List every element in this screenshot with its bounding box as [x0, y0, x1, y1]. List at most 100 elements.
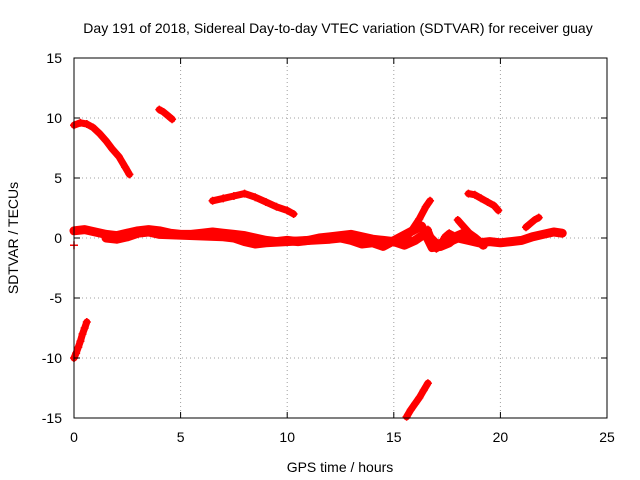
- data-point: [272, 202, 281, 211]
- data-point: [417, 222, 426, 230]
- data-point: [419, 386, 428, 395]
- data-point: [125, 170, 134, 179]
- y-axis-label: SDTVAR / TECUs: [5, 182, 21, 294]
- data-point: [82, 318, 91, 326]
- y-tick-label: -5: [50, 290, 63, 306]
- data-point: [436, 240, 445, 248]
- data-point: [539, 230, 548, 239]
- data-point: [112, 235, 121, 244]
- data-point: [494, 206, 503, 215]
- data-point: [426, 196, 435, 205]
- data-point: [219, 232, 228, 241]
- data-point: [357, 240, 366, 248]
- y-tick-label: -15: [42, 410, 62, 426]
- y-tick-label: 15: [46, 50, 62, 66]
- data-point: [402, 412, 411, 421]
- data-point: [283, 206, 292, 215]
- data-point: [74, 343, 83, 352]
- data-point: [470, 190, 479, 199]
- data-point: [549, 228, 558, 236]
- data-point: [240, 237, 249, 246]
- data-point: [423, 225, 432, 234]
- data-point: [453, 216, 462, 224]
- data-point: [80, 324, 89, 332]
- series-line: [155, 106, 176, 123]
- data-point: [95, 129, 104, 138]
- data-point: [428, 236, 437, 245]
- data-point: [101, 136, 110, 145]
- data-point: [496, 238, 505, 247]
- data-point: [82, 120, 91, 128]
- data-point: [336, 234, 345, 242]
- data-point: [133, 229, 142, 238]
- series-line: [70, 119, 133, 178]
- data-point: [261, 238, 270, 247]
- data-point: [445, 238, 454, 247]
- data-point: [240, 189, 249, 198]
- data-point: [144, 228, 153, 236]
- data-point: [159, 108, 168, 116]
- data-point: [440, 232, 449, 241]
- data-point: [464, 189, 473, 198]
- series-arc-21: [521, 213, 543, 232]
- data-point: [477, 194, 486, 203]
- chart-title: Day 191 of 2018, Sidereal Day-to-day VTE…: [83, 20, 592, 36]
- data-point: [528, 232, 537, 241]
- data-point: [462, 228, 471, 236]
- data-point: [251, 240, 260, 248]
- data-point: [121, 163, 130, 172]
- x-tick-label: 15: [386, 429, 402, 445]
- series-layer: [69, 105, 567, 421]
- series-line: [403, 379, 432, 421]
- data-point: [423, 379, 432, 388]
- data-point: [289, 210, 298, 218]
- data-point: [163, 111, 172, 120]
- data-point: [108, 145, 117, 154]
- x-tick-label: 10: [279, 429, 295, 445]
- data-point: [449, 231, 458, 240]
- data-point: [517, 236, 526, 245]
- data-point: [261, 198, 270, 206]
- axis-ticks: 0 5 10 15 20 25 -15 -10 -5 0 5 10 15: [42, 50, 615, 445]
- data-point: [168, 115, 177, 124]
- x-tick-label: 20: [493, 429, 509, 445]
- x-tick-label: 5: [177, 429, 185, 445]
- series-arc-top-5: [155, 105, 177, 124]
- data-point: [534, 213, 543, 222]
- x-tick-label: 25: [599, 429, 615, 445]
- series-baseline-secondary: [101, 221, 488, 253]
- data-point: [526, 219, 535, 228]
- data-point: [558, 229, 567, 238]
- data-point: [72, 349, 81, 358]
- data-point: [507, 237, 516, 246]
- data-point: [89, 123, 98, 132]
- series-arc-low-left: [70, 318, 91, 362]
- data-point: [76, 337, 85, 346]
- data-point: [470, 234, 479, 242]
- data-point: [347, 236, 356, 245]
- data-point: [229, 192, 238, 200]
- data-point: [123, 232, 132, 241]
- data-point: [485, 237, 494, 246]
- data-point: [155, 230, 164, 239]
- y-tick-label: 0: [54, 230, 62, 246]
- series-arc-mid-19: [464, 189, 503, 215]
- data-point: [219, 194, 228, 203]
- data-point: [411, 399, 420, 408]
- data-point: [76, 118, 85, 127]
- data-point: [80, 225, 89, 234]
- data-point: [208, 196, 217, 205]
- data-point: [229, 234, 238, 242]
- data-point: [400, 241, 409, 250]
- data-point: [530, 216, 539, 224]
- data-point: [406, 405, 415, 414]
- data-point: [421, 202, 430, 211]
- data-point: [251, 193, 260, 202]
- series-line: [522, 214, 543, 231]
- data-point: [521, 223, 530, 232]
- data-point: [91, 228, 100, 236]
- series-arc-low-16: [402, 379, 432, 421]
- y-tick-label: -10: [42, 350, 62, 366]
- data-point: [78, 330, 87, 338]
